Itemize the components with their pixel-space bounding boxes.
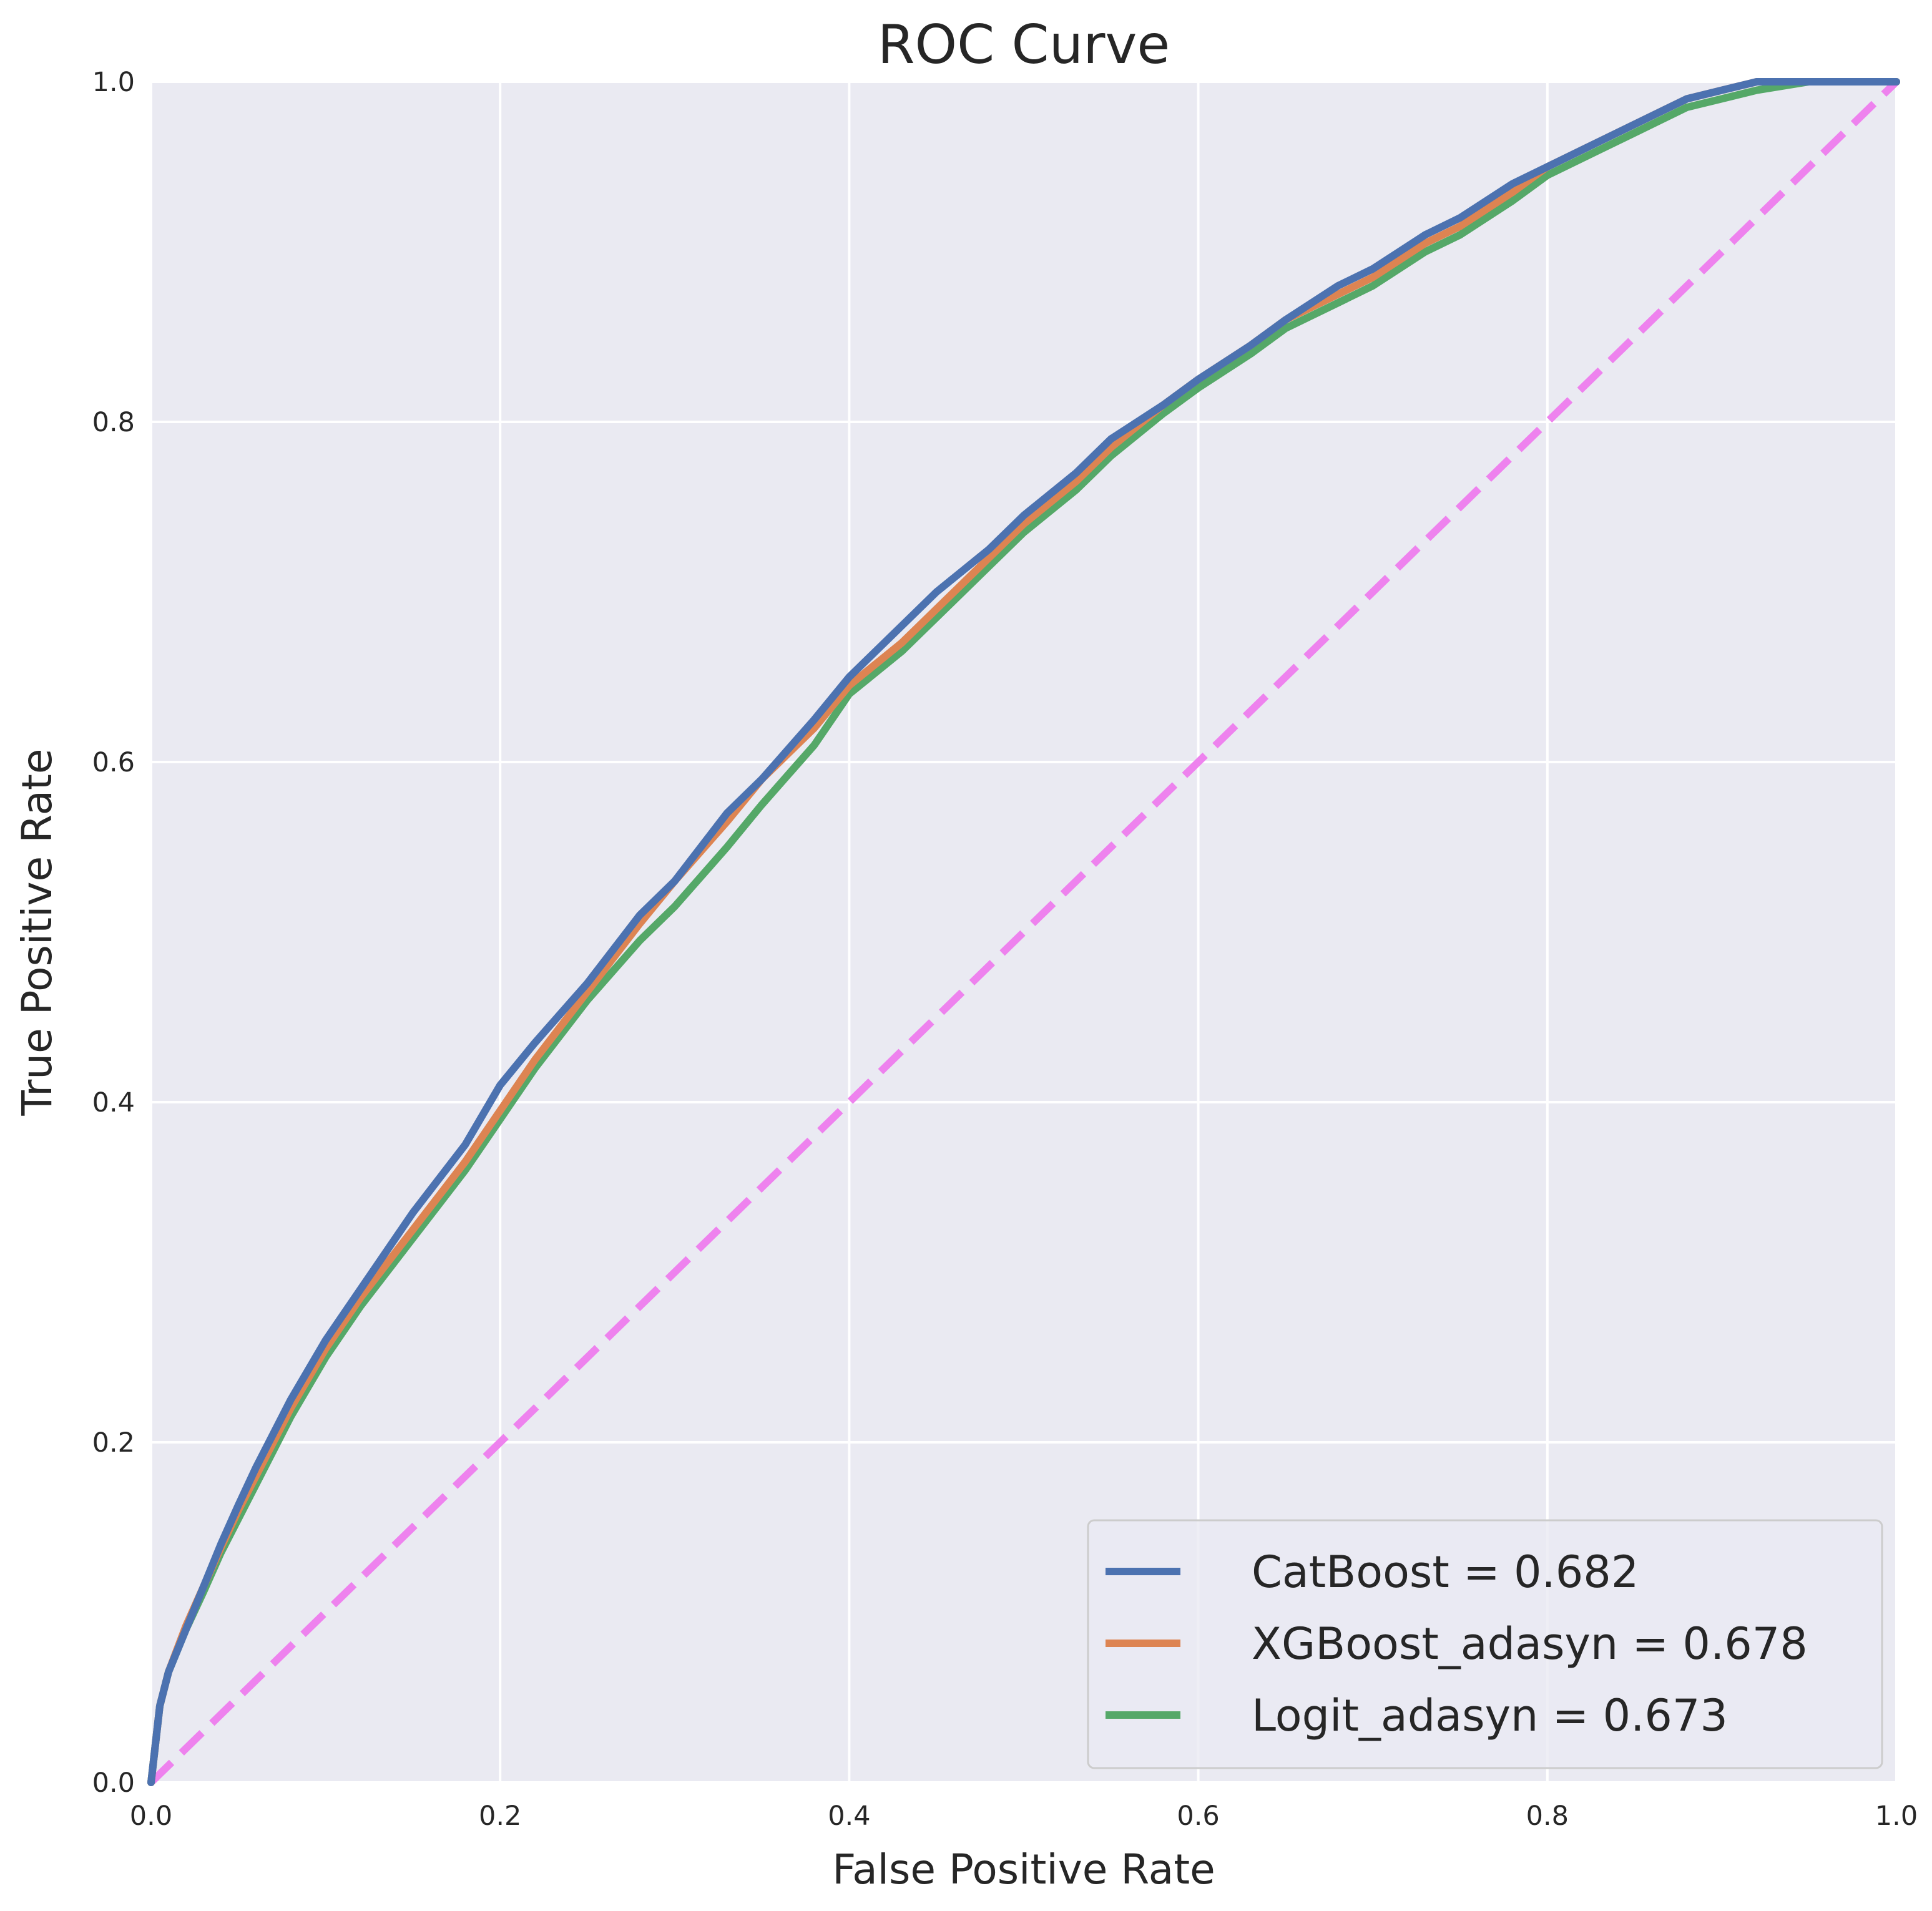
x-tick-label: 0.4 bbox=[828, 1801, 870, 1832]
legend-label: CatBoost = 0.682 bbox=[1252, 1547, 1639, 1598]
x-tick-label: 0.2 bbox=[479, 1801, 521, 1832]
reference-diagonal-line bbox=[148, 79, 1900, 1786]
legend-label: Logit_adasyn = 0.673 bbox=[1252, 1690, 1728, 1741]
y-tick-labels: 0.0 0.2 0.4 0.6 0.8 1.0 bbox=[92, 67, 135, 1799]
x-tick-label: 0.0 bbox=[130, 1801, 172, 1832]
chart-title: ROC Curve bbox=[878, 14, 1170, 76]
grid-lines bbox=[150, 81, 1898, 1784]
y-tick-label: 0.2 bbox=[92, 1427, 135, 1459]
y-tick-label: 0.4 bbox=[92, 1087, 135, 1118]
x-tick-label: 1.0 bbox=[1875, 1801, 1918, 1832]
x-tick-labels: 0.0 0.2 0.4 0.6 0.8 1.0 bbox=[130, 1801, 1918, 1832]
y-tick-label: 1.0 bbox=[92, 67, 135, 98]
x-tick-label: 0.6 bbox=[1177, 1801, 1219, 1832]
y-tick-label: 0.0 bbox=[92, 1767, 135, 1799]
legend-box bbox=[1087, 1519, 1883, 1769]
series-line-catboost bbox=[147, 78, 1900, 1786]
series-layer bbox=[147, 78, 1900, 1786]
legend: CatBoost = 0.682 XGBoost_adasyn = 0.678 Lo… bbox=[1087, 1519, 1883, 1769]
x-axis-title: False Positive Rate bbox=[832, 1845, 1215, 1894]
legend-label: XGBoost_adasyn = 0.678 bbox=[1252, 1618, 1808, 1669]
x-tick-label: 0.8 bbox=[1526, 1801, 1569, 1832]
y-tick-label: 0.6 bbox=[92, 747, 135, 778]
series-line-logit-adasyn bbox=[147, 78, 1900, 1786]
y-axis-title: True Positive Rate bbox=[13, 749, 61, 1117]
y-tick-label: 0.8 bbox=[92, 407, 135, 438]
